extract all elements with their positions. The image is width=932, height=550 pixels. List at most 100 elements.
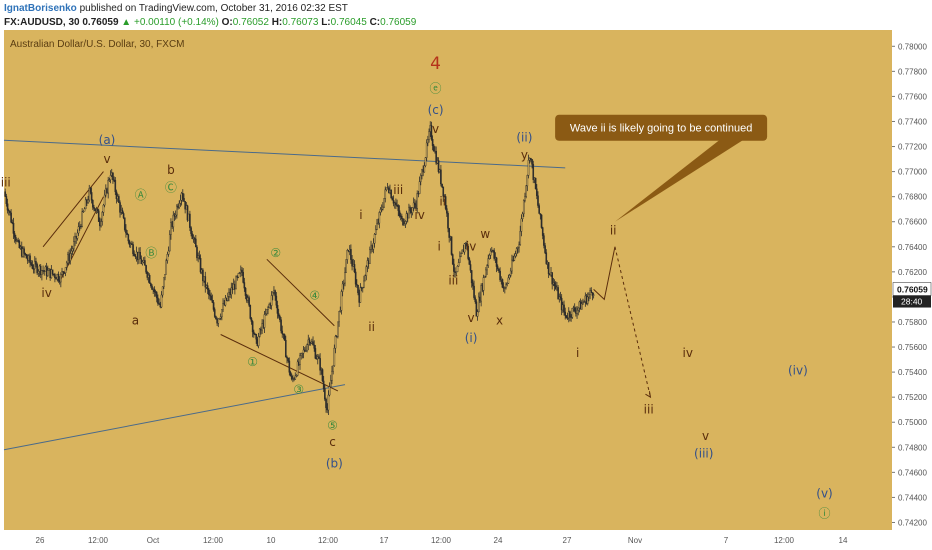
wave-label[interactable]: (i) bbox=[465, 331, 478, 345]
candle-body bbox=[290, 375, 293, 380]
wave-label[interactable]: iii bbox=[644, 402, 654, 416]
wave-label[interactable]: ④ bbox=[309, 288, 320, 302]
wave-label[interactable]: w bbox=[480, 227, 490, 241]
channel-line-3[interactable] bbox=[266, 258, 335, 327]
trendline-0[interactable] bbox=[3, 139, 566, 169]
wave-label[interactable]: Ⓑ bbox=[145, 246, 157, 260]
candle-body bbox=[487, 258, 490, 266]
wave-label[interactable]: v bbox=[702, 429, 709, 443]
wave-label[interactable]: (a) bbox=[99, 133, 116, 147]
candle-body bbox=[334, 336, 337, 349]
candle-body bbox=[221, 309, 223, 318]
wave-label[interactable]: v bbox=[103, 152, 110, 166]
wave-label[interactable]: ① bbox=[247, 355, 258, 369]
last-price: 0.76059 bbox=[82, 17, 119, 28]
wave-label[interactable]: ⓔ bbox=[430, 82, 442, 96]
candle-body bbox=[489, 250, 492, 256]
wave-label[interactable]: (iii) bbox=[694, 446, 713, 460]
wave-label[interactable]: iv bbox=[414, 208, 424, 222]
candle-body bbox=[404, 221, 407, 224]
candle-body bbox=[18, 241, 21, 249]
price-chart[interactable]: Australian Dollar/U.S. Dollar, 30, FXCM … bbox=[0, 30, 932, 550]
wave-label[interactable]: ⓘ bbox=[819, 506, 831, 520]
wave-label[interactable]: ② bbox=[270, 246, 281, 260]
candle-body bbox=[408, 207, 410, 219]
candle-body bbox=[365, 266, 368, 276]
candle-body bbox=[250, 318, 253, 322]
candle-body bbox=[150, 283, 152, 287]
wave-label[interactable]: c bbox=[329, 435, 336, 449]
projection-dashed[interactable] bbox=[614, 246, 651, 398]
wave-label[interactable]: (c) bbox=[428, 103, 444, 117]
wave-label[interactable]: iii bbox=[448, 273, 458, 287]
wave-label[interactable]: 4 bbox=[430, 54, 441, 74]
wave-label[interactable]: i bbox=[437, 240, 440, 254]
time-axis[interactable] bbox=[0, 530, 892, 550]
candle-body bbox=[590, 290, 593, 293]
candle-body bbox=[403, 223, 405, 226]
candle-body bbox=[373, 234, 376, 244]
candle-body bbox=[69, 253, 72, 261]
wave-label[interactable]: iii bbox=[393, 183, 403, 197]
candle-body bbox=[504, 287, 506, 289]
candle-body bbox=[32, 268, 35, 270]
candle-body bbox=[164, 274, 166, 278]
y-tick-label: 0.76200 bbox=[898, 268, 927, 277]
wave-label[interactable]: iii bbox=[1, 176, 11, 190]
wave-label[interactable]: (b) bbox=[326, 456, 343, 470]
candle-body bbox=[33, 261, 36, 269]
channel-lines bbox=[42, 171, 339, 392]
candle-body bbox=[202, 269, 204, 282]
wave-label[interactable]: (v) bbox=[816, 486, 832, 500]
wave-label[interactable]: ⑤ bbox=[327, 419, 338, 433]
x-tick-label: 10 bbox=[267, 536, 276, 545]
candle-body bbox=[165, 260, 168, 275]
wave-label[interactable]: a bbox=[132, 313, 139, 327]
candle-body bbox=[380, 208, 383, 211]
plot-area[interactable] bbox=[4, 30, 892, 530]
wave-label[interactable]: ii bbox=[368, 320, 375, 334]
author-link[interactable]: IgnatBorisenko bbox=[4, 3, 77, 14]
channel-line-0[interactable] bbox=[42, 171, 104, 248]
projection-solid[interactable] bbox=[593, 246, 616, 301]
candle-body bbox=[139, 252, 141, 260]
candle-body bbox=[30, 262, 33, 265]
channel-line-2[interactable] bbox=[220, 334, 339, 392]
wave-label[interactable]: v bbox=[432, 122, 439, 136]
x-tick-label: 17 bbox=[380, 536, 389, 545]
wave-label[interactable]: y bbox=[521, 148, 528, 162]
wave-label[interactable]: ii bbox=[439, 194, 446, 208]
callout-box[interactable] bbox=[555, 114, 768, 141]
y-tick-label: 0.77200 bbox=[898, 143, 927, 152]
wave-label[interactable]: i bbox=[359, 208, 362, 222]
candle-body bbox=[237, 273, 240, 278]
wave-labels: iiiiv(a)vbⒸⒶⒷa②④①③⑤c(b)iiiiiiiv4ⓔ(c)viii… bbox=[1, 54, 833, 521]
wave-label[interactable]: (iv) bbox=[788, 364, 808, 378]
candle-body bbox=[153, 288, 156, 292]
candle-body bbox=[89, 188, 92, 193]
wave-label[interactable]: iv bbox=[466, 240, 476, 254]
wave-label[interactable]: v bbox=[468, 311, 475, 325]
candle-body bbox=[196, 246, 198, 259]
y-tick-label: 0.78000 bbox=[898, 42, 927, 51]
wave-label[interactable]: b bbox=[167, 163, 175, 177]
candle-body bbox=[457, 262, 460, 267]
wave-label[interactable]: Ⓐ bbox=[135, 188, 147, 202]
wave-label[interactable]: iv bbox=[683, 346, 693, 360]
candle-body bbox=[264, 313, 267, 315]
candle-body bbox=[513, 255, 516, 261]
wave-label[interactable]: ii bbox=[610, 223, 617, 237]
x-tick-label: 12:00 bbox=[774, 536, 795, 545]
candle-body bbox=[51, 269, 54, 275]
wave-label[interactable]: iv bbox=[41, 286, 51, 300]
wave-label[interactable]: x bbox=[496, 313, 503, 327]
wave-label[interactable]: i bbox=[576, 346, 579, 360]
wave-label[interactable]: (ii) bbox=[516, 131, 532, 145]
candle-body bbox=[12, 222, 15, 234]
candle-body bbox=[119, 202, 121, 213]
wave-label[interactable]: ③ bbox=[293, 382, 304, 396]
candle-body bbox=[384, 189, 387, 199]
trendline-1[interactable] bbox=[3, 384, 346, 451]
candle-body bbox=[275, 295, 278, 306]
wave-label[interactable]: Ⓒ bbox=[165, 181, 177, 195]
